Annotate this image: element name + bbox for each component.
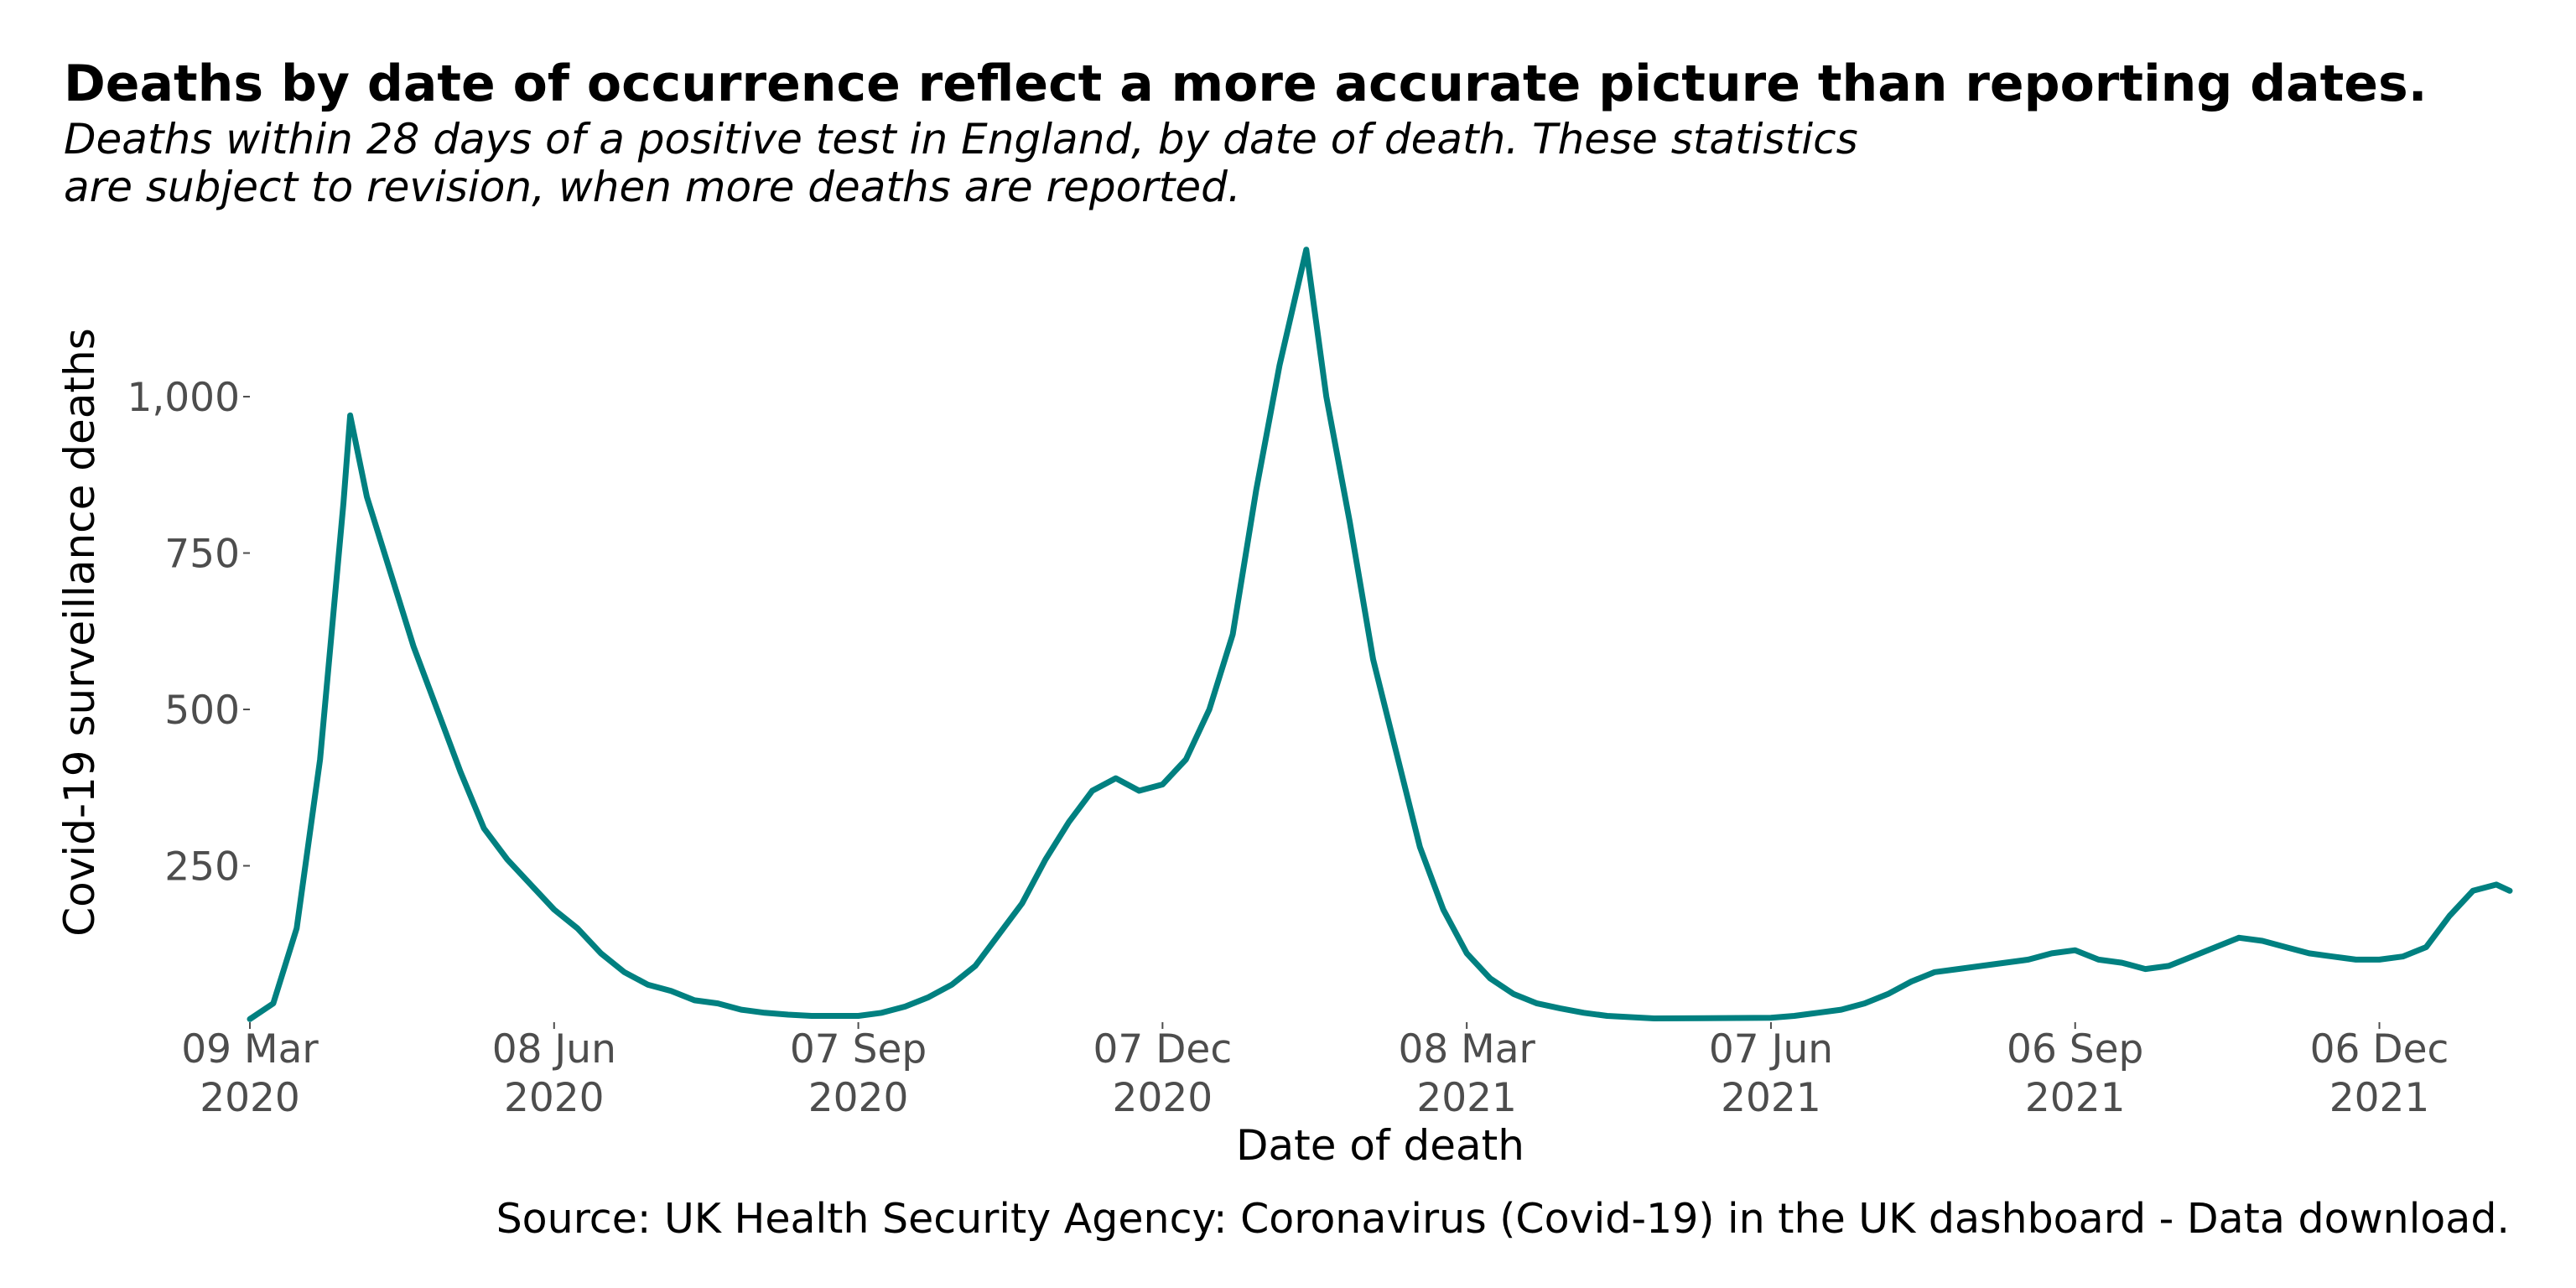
x-tick-label: 07 Sep 2020: [790, 1026, 927, 1121]
y-tick-label: 750: [164, 532, 240, 578]
data-line: [247, 247, 2513, 1022]
x-tick-label: 08 Jun 2020: [492, 1026, 616, 1121]
y-tick-label: 1,000: [127, 375, 240, 421]
source-note: Source: UK Health Security Agency: Coron…: [496, 1195, 2510, 1243]
x-tick-label: 09 Mar 2020: [181, 1026, 319, 1121]
chart-title: Deaths by date of occurrence reflect a m…: [64, 55, 2428, 113]
y-tick-label: 500: [164, 688, 240, 734]
chart-subtitle: Deaths within 28 days of a positive test…: [64, 115, 1858, 211]
x-tick-label: 06 Dec 2021: [2310, 1026, 2449, 1121]
y-axis-label: Covid-19 surveillance deaths: [55, 328, 104, 937]
y-tick-label: 250: [164, 844, 240, 891]
x-tick-label: 07 Dec 2020: [1093, 1026, 1233, 1121]
x-tick-label: 07 Jun 2021: [1709, 1026, 1833, 1121]
x-axis-label: Date of death: [1236, 1121, 1524, 1170]
x-tick-label: 08 Mar 2021: [1398, 1026, 1535, 1121]
x-tick-label: 06 Sep 2021: [2007, 1026, 2143, 1121]
